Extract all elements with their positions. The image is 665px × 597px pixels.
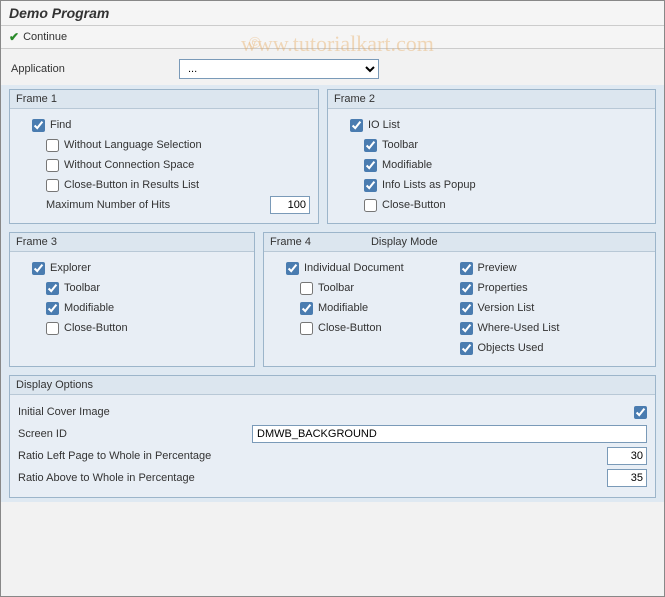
ratio-left-label: Ratio Left Page to Whole in Percentage [18, 450, 252, 462]
properties-checkbox[interactable] [460, 282, 473, 295]
objects-used-label: Objects Used [478, 342, 544, 354]
find-checkbox[interactable] [32, 119, 45, 132]
io-list-label: IO List [368, 119, 400, 131]
close-btn-results-label: Close-Button in Results List [64, 179, 199, 191]
info-popup-label: Info Lists as Popup [382, 179, 476, 191]
without-lang-checkbox[interactable] [46, 139, 59, 152]
f4-toolbar-label: Toolbar [318, 282, 354, 294]
f3-close-btn-checkbox[interactable] [46, 322, 59, 335]
max-hits-input[interactable] [270, 196, 310, 214]
toolbar: ✔ Continue [1, 26, 664, 49]
application-select[interactable]: ... [179, 59, 379, 79]
frame-1: Frame 1 Find Without Language Selection … [9, 89, 319, 224]
window-header: Demo Program [1, 1, 664, 26]
continue-button[interactable]: Continue [23, 31, 67, 43]
ratio-above-label: Ratio Above to Whole in Percentage [18, 472, 252, 484]
initial-cover-checkbox[interactable] [634, 406, 647, 419]
screen-id-label: Screen ID [18, 428, 252, 440]
f2-modifiable-label: Modifiable [382, 159, 432, 171]
display-options: Display Options Initial Cover Image Scre… [9, 375, 656, 498]
ratio-left-input[interactable] [607, 447, 647, 465]
frame-1-title: Frame 1 [10, 90, 318, 109]
ratio-above-input[interactable] [607, 469, 647, 487]
frame-4-display-mode-label: Display Mode [371, 236, 438, 248]
initial-cover-label: Initial Cover Image [18, 406, 252, 418]
frame-4-title: Frame 4 Display Mode [264, 233, 655, 252]
page-title: Demo Program [9, 5, 109, 21]
frame-2-title: Frame 2 [328, 90, 655, 109]
individual-doc-checkbox[interactable] [286, 262, 299, 275]
properties-label: Properties [478, 282, 528, 294]
frame-4: Frame 4 Display Mode Individual Document… [263, 232, 656, 367]
individual-doc-label: Individual Document [304, 262, 404, 274]
without-conn-checkbox[interactable] [46, 159, 59, 172]
f4-close-btn-label: Close-Button [318, 322, 382, 334]
f2-close-btn-label: Close-Button [382, 199, 446, 211]
frame-3-title: Frame 3 [10, 233, 254, 252]
continue-check-icon[interactable]: ✔ [9, 30, 19, 44]
objects-used-checkbox[interactable] [460, 342, 473, 355]
f3-close-btn-label: Close-Button [64, 322, 128, 334]
f2-toolbar-checkbox[interactable] [364, 139, 377, 152]
explorer-label: Explorer [50, 262, 91, 274]
application-label: Application [11, 63, 179, 75]
frame-2: Frame 2 IO List Toolbar Modifiable Info … [327, 89, 656, 224]
close-btn-results-checkbox[interactable] [46, 179, 59, 192]
display-options-title: Display Options [10, 376, 655, 395]
without-lang-label: Without Language Selection [64, 139, 202, 151]
version-list-checkbox[interactable] [460, 302, 473, 315]
f2-modifiable-checkbox[interactable] [364, 159, 377, 172]
where-used-label: Where-Used List [478, 322, 560, 334]
where-used-checkbox[interactable] [460, 322, 473, 335]
f3-modifiable-checkbox[interactable] [46, 302, 59, 315]
f4-close-btn-checkbox[interactable] [300, 322, 313, 335]
f4-toolbar-checkbox[interactable] [300, 282, 313, 295]
version-list-label: Version List [478, 302, 535, 314]
max-hits-label: Maximum Number of Hits [46, 199, 170, 211]
io-list-checkbox[interactable] [350, 119, 363, 132]
f2-close-btn-checkbox[interactable] [364, 199, 377, 212]
f3-toolbar-checkbox[interactable] [46, 282, 59, 295]
f3-modifiable-label: Modifiable [64, 302, 114, 314]
application-row: Application ... [1, 49, 664, 85]
f2-toolbar-label: Toolbar [382, 139, 418, 151]
f4-modifiable-checkbox[interactable] [300, 302, 313, 315]
frame-3: Frame 3 Explorer Toolbar Modifiable Clos… [9, 232, 255, 367]
f3-toolbar-label: Toolbar [64, 282, 100, 294]
explorer-checkbox[interactable] [32, 262, 45, 275]
f4-modifiable-label: Modifiable [318, 302, 368, 314]
find-label: Find [50, 119, 71, 131]
screen-id-input[interactable] [252, 425, 647, 443]
preview-checkbox[interactable] [460, 262, 473, 275]
info-popup-checkbox[interactable] [364, 179, 377, 192]
without-conn-label: Without Connection Space [64, 159, 194, 171]
preview-label: Preview [478, 262, 517, 274]
